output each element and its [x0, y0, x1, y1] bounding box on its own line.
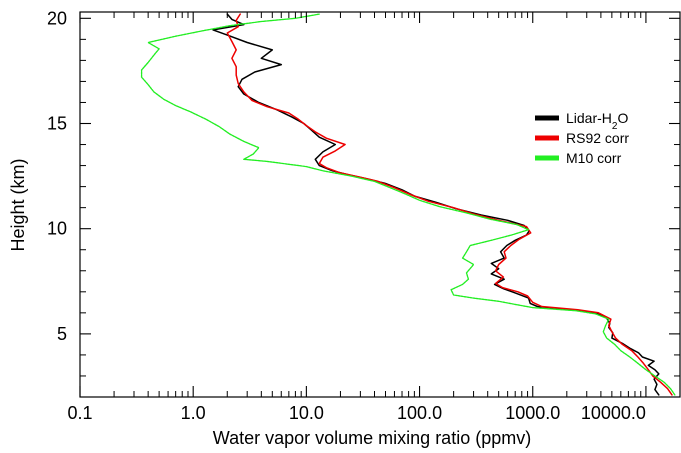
axes-layer: 0.1 1.0 10.0 100.0 1000.0 10000.0 5 10 15 20 [47, 8, 681, 423]
y-tick-label: 10 [47, 219, 67, 239]
series-line-3 [140, 13, 676, 396]
x-tick-label: 1000.0 [505, 403, 560, 423]
x-tick-label: 0.1 [67, 403, 92, 423]
x-tick-label: 100.0 [397, 403, 442, 423]
y-axis-label: Height (km) [8, 158, 28, 251]
legend-label-1: Lidar-H2O [566, 110, 628, 132]
y-tick-label: 5 [57, 324, 67, 344]
x-axis-label: Water vapor volume mixing ratio (ppmv) [213, 428, 531, 448]
y-tick-label: 20 [47, 8, 67, 28]
y-tick-label: 15 [47, 114, 67, 134]
x-tick-label: 1.0 [181, 403, 206, 423]
plot-frame [79, 11, 681, 398]
x-tick-label: 10000.0 [581, 403, 646, 423]
series-line-1 [212, 13, 660, 396]
plot-area [140, 13, 676, 396]
legend-label-3: M10 corr [566, 150, 622, 166]
legend-label-2: RS92 corr [566, 130, 629, 146]
series-line-2 [226, 13, 673, 396]
x-tick-label: 10.0 [289, 403, 324, 423]
